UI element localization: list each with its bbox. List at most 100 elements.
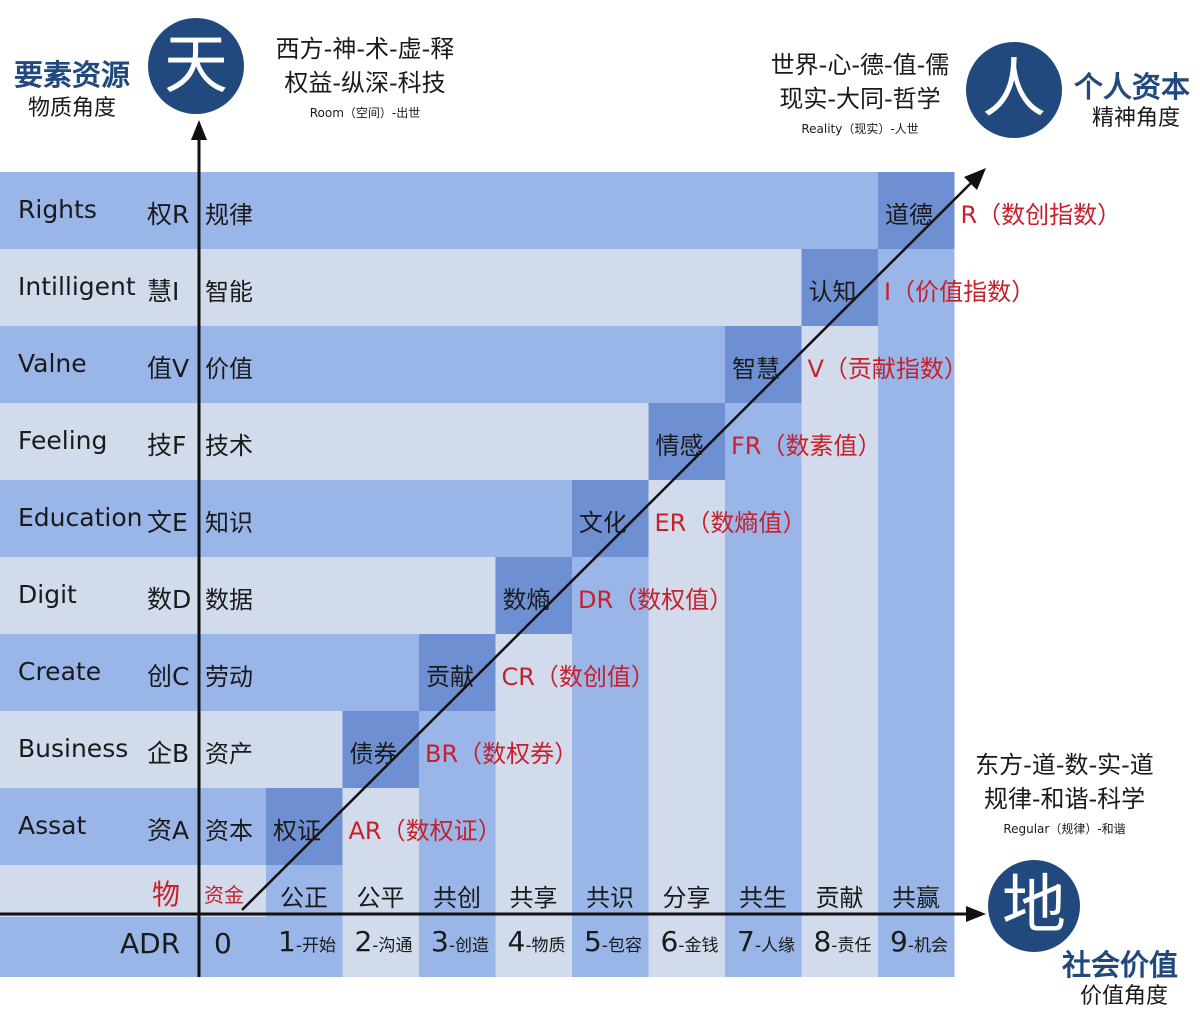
row-code-2: 慧I [147,277,180,306]
row-label-7: 劳动 [205,663,253,691]
bottom-right-title: 社会价值 [1062,948,1179,982]
top-left-subtitle: 物质角度 [28,96,117,121]
axis-step-number: 4 [507,925,526,958]
bottom-right-subtitle: 价值角度 [1080,984,1169,1009]
index-label-9: AR（数权证） [348,817,502,845]
row-label-1: 规律 [205,201,253,229]
top-left-quote-small: Room（空间）-出世 [309,106,421,120]
row-name-6: Digit [18,580,77,609]
axis-step-number: 2 [354,925,373,958]
di-circle-icon: 地 [988,860,1080,952]
bottom-column-label-3: 共创 [433,884,481,912]
axis-step-5: 5-包容 [584,925,642,958]
row-label-6: 数据 [205,586,253,614]
row-band-7 [0,634,419,711]
axis-step-3: 3-创造 [431,925,489,958]
column-band-1 [266,865,343,977]
vertical-axis-arrow-icon [191,120,207,140]
horizontal-axis-arrow-icon [966,906,986,922]
column-band-7 [725,403,802,977]
index-label-4: FR（数素值） [731,432,882,460]
row-code-8: 企B [147,739,190,768]
axis-step-7: 7-人缘 [737,925,795,958]
index-label-2: I（价值指数） [884,278,1036,306]
bottom-column-label-5: 共识 [586,884,634,912]
axis-step-text: -物质 [525,936,566,956]
axis-step-4: 4-物质 [508,925,566,958]
index-label-5: ER（数熵值） [654,509,807,537]
row-band-3 [0,326,725,403]
diagonal-trend-line [241,177,977,911]
bottom-row-label: 资金 [204,883,244,907]
axis-step-6: 6-金钱 [661,925,719,958]
axis-row-left [0,917,266,977]
axis-step-2: 2-沟通 [355,925,413,958]
index-label-7: CR（数创值） [501,663,655,691]
top-right-title: 个人资本 [1074,70,1191,104]
axis-step-text: -金钱 [678,936,719,956]
axis-step-text: -机会 [907,936,948,956]
row-code-6: 数D [147,585,192,614]
diag-cell-8 [342,711,419,788]
row-name-1: Rights [18,195,97,224]
column-band-6 [648,480,725,977]
top-right-quote-small: Reality（现实）-人世 [801,122,919,136]
bottom-right-quote-line2: 规律-和谐-科学 [983,785,1146,813]
axis-step-number: 5 [584,925,602,958]
row-band-5 [0,480,572,557]
top-left-quote-line1: 西方-神-术-虚-释 [275,35,455,63]
row-name-4: Feeling [18,426,108,455]
axis-step-text: -创造 [448,936,489,956]
diag-cell-7 [419,634,496,711]
axis-step-number: 3 [431,925,449,958]
row-band-4 [0,403,649,480]
index-label-1: R（数创指数） [960,201,1122,229]
diagonal-arrow-icon [964,168,986,190]
diag-label-1: 道德 [885,201,933,229]
bottom-column-label-1: 公正 [280,884,328,912]
row-code-5: 文E [147,508,188,537]
top-left-title: 要素资源 [14,58,131,92]
axis-step-number: 1 [278,925,296,958]
index-label-8: BR（数权券） [425,740,579,768]
bottom-column-label-7: 共生 [739,884,787,912]
diag-label-6: 数熵 [502,586,551,614]
axis-step-text: -责任 [831,936,872,956]
row-name-2: Intilligent [18,272,136,301]
row-label-9: 资本 [205,817,253,845]
bottom-column-label-4: 共享 [509,884,558,912]
row-band-2 [0,249,802,326]
axis-step-1: 1-开始 [278,925,336,958]
axis-step-text: -人缘 [754,936,795,956]
column-band-9 [878,249,955,977]
axis-step-9: 9-机会 [890,925,948,958]
row-code-4: 技F [147,431,187,460]
axis-step-text: -开始 [295,936,336,956]
diag-label-5: 文化 [579,509,627,537]
column-band-4 [495,634,572,977]
row-label-8: 资产 [205,740,253,768]
bottom-row-code: 物 [152,878,181,911]
index-label-3: V（贡献指数） [807,355,968,383]
row-code-3: 值V [147,354,190,383]
ren-circle-icon: 人 [966,42,1062,138]
diag-label-4: 情感 [655,432,704,460]
row-code-1: 权R [147,200,190,229]
axis-step-number: 7 [737,925,755,958]
axis-step-text: -沟通 [372,936,413,956]
diag-label-2: 认知 [808,278,857,306]
diag-label-9: 权证 [273,817,321,845]
axis-step-number: 8 [813,925,832,958]
column-band-5 [572,557,649,977]
index-label-6: DR（数权值） [578,586,734,614]
top-right-subtitle: 精神角度 [1092,106,1181,131]
diag-label-8: 债券 [349,740,398,768]
row-name-7: Create [18,657,102,686]
row-name-3: Valne [18,349,87,378]
row-label-5: 知识 [205,509,253,537]
axis-step-text: -包容 [601,936,642,956]
bottom-right-quote-small: Regular（规律）-和谐 [1003,822,1126,836]
row-name-9: Assat [18,811,87,840]
bottom-row-left [0,865,266,917]
